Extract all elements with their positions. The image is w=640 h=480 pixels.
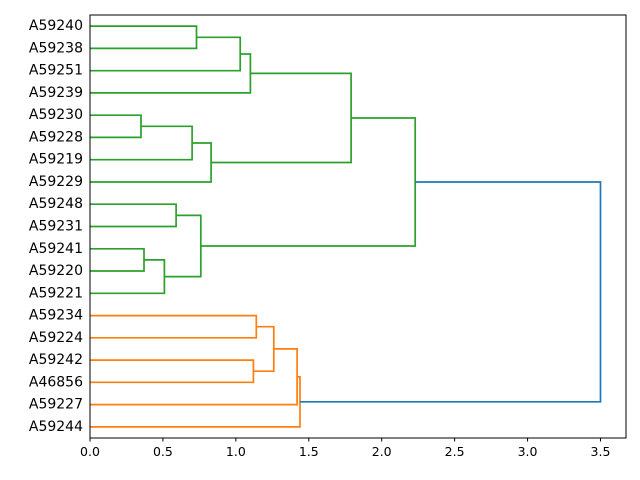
leaf-label: A59220	[29, 263, 83, 279]
x-tick-label: 3.5	[591, 444, 611, 459]
dendrogram-link-root	[300, 181, 602, 403]
dendrogram-link-g7	[211, 72, 352, 164]
leaf-label: A59227	[29, 397, 83, 413]
dendrogram-link-g12	[200, 117, 417, 247]
leaf-label: A59242	[29, 352, 83, 368]
x-tick-label: 2.5	[445, 444, 465, 459]
dendrogram-link-g10	[90, 259, 166, 295]
dendrogram-link-o1	[90, 314, 258, 339]
leaf-label: A59240	[29, 18, 83, 34]
leaf-label: A59244	[29, 419, 83, 435]
dendrogram-link-g8	[90, 203, 177, 228]
leaf-label: A59224	[29, 330, 83, 346]
x-tick-label: 0.5	[153, 444, 173, 459]
dendrogram-link-g1	[90, 25, 198, 50]
plot-border	[89, 14, 627, 439]
leaf-label: A59219	[29, 152, 83, 168]
leaf-label: A59241	[29, 241, 83, 257]
dendrogram-link-g11	[164, 214, 202, 278]
leaf-label: A59221	[29, 285, 83, 301]
leaf-label: A59238	[29, 40, 83, 56]
leaf-label: A59229	[29, 174, 83, 190]
dendrogram-link-o5	[90, 375, 301, 428]
dendrogram-link-g3	[90, 53, 252, 94]
x-tick-label: 3.0	[518, 444, 538, 459]
dendrogram-link-g2	[90, 36, 242, 72]
x-tick-label: 0.0	[80, 444, 100, 459]
leaf-label: A59228	[29, 129, 83, 145]
leaf-label: A46856	[29, 374, 83, 390]
dendrogram-link-o4	[90, 348, 298, 406]
leaf-label: A59230	[29, 107, 83, 123]
x-tick-label: 1.0	[226, 444, 246, 459]
dendrogram-link-g4	[90, 114, 142, 139]
dendrogram-link-o2	[90, 359, 255, 384]
x-tick-label: 1.5	[299, 444, 319, 459]
x-tick-label: 2.0	[372, 444, 392, 459]
leaf-label: A59248	[29, 196, 83, 212]
leaf-label: A59251	[29, 63, 83, 79]
dendrogram-link-g9	[90, 247, 145, 272]
leaf-label: A59231	[29, 219, 83, 235]
leaf-label: A59239	[29, 85, 83, 101]
leaf-label: A59234	[29, 308, 83, 324]
